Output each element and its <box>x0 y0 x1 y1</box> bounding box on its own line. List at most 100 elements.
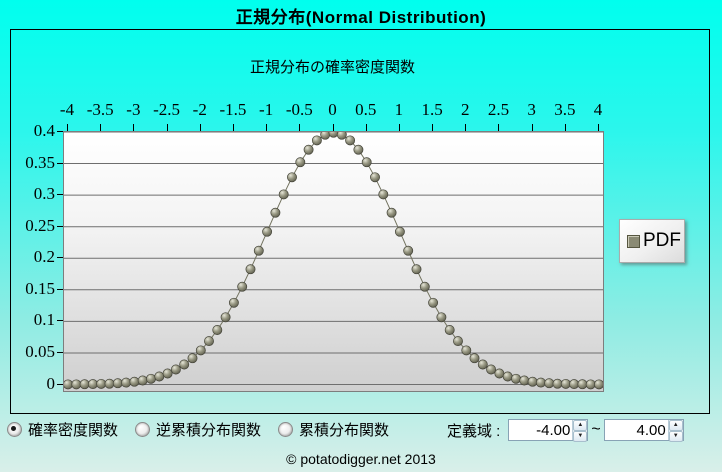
data-point <box>453 336 463 347</box>
y-tick <box>57 383 63 385</box>
domain-controls: 定義域 : ▲ ▼ ~ ▲ ▼ <box>447 418 684 442</box>
y-tick <box>57 162 63 164</box>
x-tick-label: 2 <box>461 100 470 119</box>
domain-label: 定義域 : <box>447 422 501 440</box>
data-point <box>253 245 264 256</box>
y-tick-label: 0.1 <box>33 310 55 330</box>
data-point <box>419 281 430 292</box>
radio-inverse-cdf[interactable]: 逆累積分布関数 <box>135 419 261 440</box>
radio-cdf-circle-icon[interactable] <box>278 421 294 437</box>
domain-max-down-button[interactable]: ▼ <box>668 431 683 442</box>
data-point <box>436 312 447 323</box>
y-tick-label: 0.05 <box>25 341 55 361</box>
domain-max-spinner[interactable]: ▲ ▼ <box>603 419 684 442</box>
radio-pdf[interactable]: 確率密度関数 <box>7 419 118 440</box>
x-tick-label: -1 <box>259 100 274 119</box>
data-point <box>162 368 173 379</box>
x-tick-label: 0.5 <box>355 100 377 119</box>
data-point <box>295 157 306 168</box>
radio-pdf-label: 確率密度関数 <box>28 421 119 439</box>
data-point <box>411 264 422 275</box>
x-tick <box>266 124 268 131</box>
page-title: 正規分布(Normal Distribution) <box>235 8 487 27</box>
data-point <box>511 373 521 384</box>
x-tick-label: 3 <box>527 100 536 119</box>
data-point <box>378 189 389 200</box>
data-point <box>444 325 455 335</box>
y-tick <box>57 288 63 290</box>
x-tick <box>232 124 234 131</box>
x-tick <box>498 124 500 131</box>
y-axis: 0.4 0.35 0.3 0.25 0.2 0.15 0.1 0.05 0 <box>11 121 63 393</box>
x-tick <box>564 124 566 131</box>
y-tick-label: 0.3 <box>33 184 55 204</box>
data-point <box>220 312 231 323</box>
plot-area <box>63 127 604 392</box>
data-point <box>112 378 123 389</box>
domain-max-up-button[interactable]: ▲ <box>668 420 683 431</box>
data-point <box>187 353 198 364</box>
radio-pdf-circle-icon[interactable] <box>7 421 22 437</box>
y-tick <box>57 131 63 132</box>
x-tick <box>133 124 135 131</box>
y-tick-label: 0.15 <box>25 278 55 298</box>
y-tick-label: 0.2 <box>33 247 55 267</box>
x-tick-label: -2 <box>192 100 207 119</box>
data-point <box>569 379 580 390</box>
data-point <box>336 129 347 140</box>
x-tick <box>598 124 599 131</box>
domain-min-input[interactable] <box>509 420 573 440</box>
y-tick <box>57 194 63 196</box>
data-point <box>519 375 530 386</box>
data-point <box>403 245 414 256</box>
data-point <box>469 353 480 364</box>
data-point <box>461 345 472 356</box>
y-tick <box>57 257 63 259</box>
data-point <box>71 379 82 390</box>
pdf-series-marker-icon <box>627 234 640 248</box>
data-point <box>170 364 181 375</box>
y-tick-label: 0.35 <box>25 152 55 172</box>
domain-min-spinner[interactable]: ▲ ▼ <box>508 419 589 442</box>
data-point <box>502 371 513 382</box>
domain-min-down-button[interactable]: ▼ <box>573 431 588 442</box>
x-tick-label: 3.5 <box>554 100 576 119</box>
y-tick <box>57 351 63 353</box>
data-point <box>87 379 98 390</box>
domain-max-spin-buttons: ▲ ▼ <box>667 420 683 442</box>
domain-separator: ~ <box>591 421 601 438</box>
data-point <box>121 377 132 388</box>
data-point <box>270 207 281 218</box>
domain-min-up-button[interactable]: ▲ <box>573 420 588 431</box>
x-tick <box>332 124 334 131</box>
data-point <box>96 378 107 389</box>
domain-max-input[interactable] <box>604 420 668 440</box>
data-point <box>353 144 364 155</box>
y-tick-label: 0.4 <box>33 121 55 140</box>
footer-copyright: © potatodigger.net 2013 <box>286 451 436 467</box>
radio-cdf[interactable]: 累積分布関数 <box>278 419 389 440</box>
data-point <box>278 189 289 200</box>
pdf-chart-svg <box>63 127 604 390</box>
x-tick-label: 0 <box>328 100 337 119</box>
chart-panel: 正規分布の確率密度関数 -4 -3.5 -3 -2.5 -2 -1.5 -1 -0.5 0 0.5… <box>10 29 710 414</box>
x-tick-label: 1.5 <box>421 100 443 119</box>
x-tick <box>67 124 68 131</box>
x-tick <box>199 124 201 131</box>
data-point <box>63 379 73 390</box>
data-point <box>204 336 214 347</box>
data-point <box>195 345 206 356</box>
radio-inverse-cdf-circle-icon[interactable] <box>135 421 151 437</box>
data-point <box>527 376 538 387</box>
x-tick-label: -3 <box>126 100 141 119</box>
data-point <box>386 207 397 218</box>
legend-label: PDF <box>643 230 681 251</box>
legend: PDF <box>619 219 685 263</box>
function-radio-group: 確率密度関数 逆累積分布関数 累積分布関数 <box>7 419 406 439</box>
data-point <box>535 377 546 388</box>
data-point <box>345 135 356 146</box>
y-tick-label: 0 <box>46 373 56 393</box>
x-tick <box>432 124 434 131</box>
x-tick-label: -3.5 <box>86 100 114 119</box>
data-point <box>477 359 488 370</box>
